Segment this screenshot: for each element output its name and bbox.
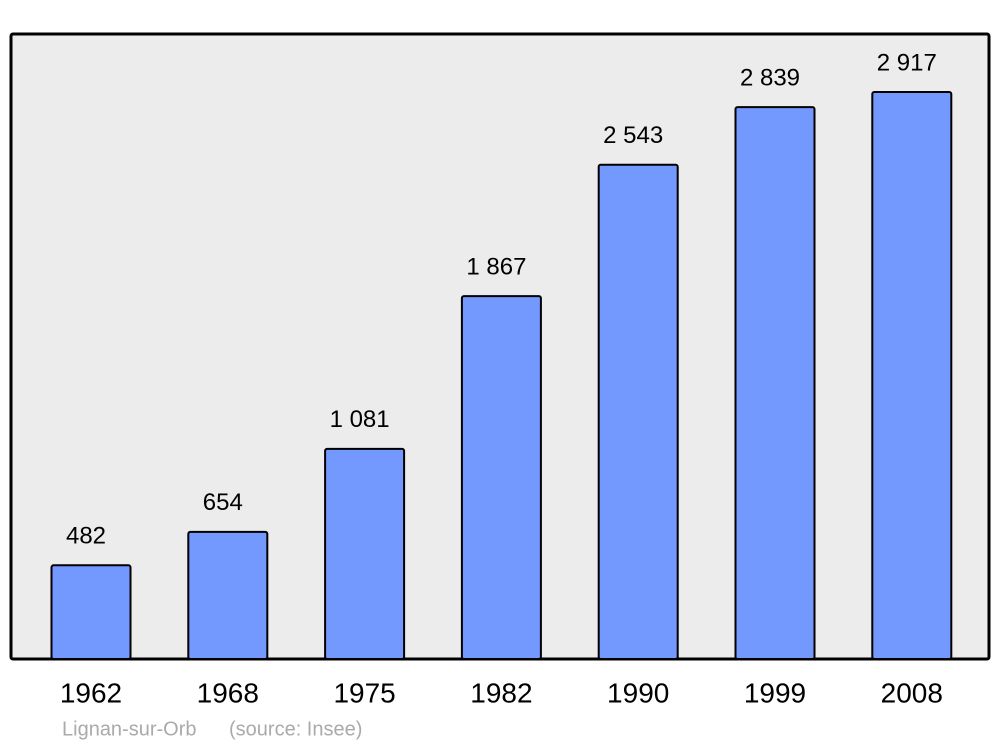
- bar: [460, 295, 542, 660]
- value-label: 482: [66, 523, 106, 550]
- x-tick-label: 1962: [60, 677, 122, 708]
- x-tick-label: 2008: [881, 677, 943, 708]
- value-label: 1 081: [330, 406, 390, 433]
- x-tick-label: 1975: [333, 677, 395, 708]
- bar: [597, 163, 679, 660]
- bar: [50, 564, 132, 661]
- bar: [871, 91, 953, 660]
- caption: Lignan-sur-Orb: [62, 718, 197, 740]
- bar: [734, 106, 816, 661]
- x-tick-label: 1968: [197, 677, 259, 708]
- bar: [187, 530, 269, 661]
- value-label: 2 839: [740, 65, 800, 92]
- value-label: 2 543: [603, 122, 663, 149]
- value-label: 2 917: [877, 49, 937, 76]
- x-tick-label: 1999: [744, 677, 806, 708]
- value-label: 654: [203, 489, 243, 516]
- x-tick-label: 1990: [607, 677, 669, 708]
- value-label: 1 867: [466, 253, 526, 280]
- bar: [324, 447, 406, 661]
- x-tick-label: 1982: [470, 677, 532, 708]
- source: (source: Insee): [229, 718, 362, 740]
